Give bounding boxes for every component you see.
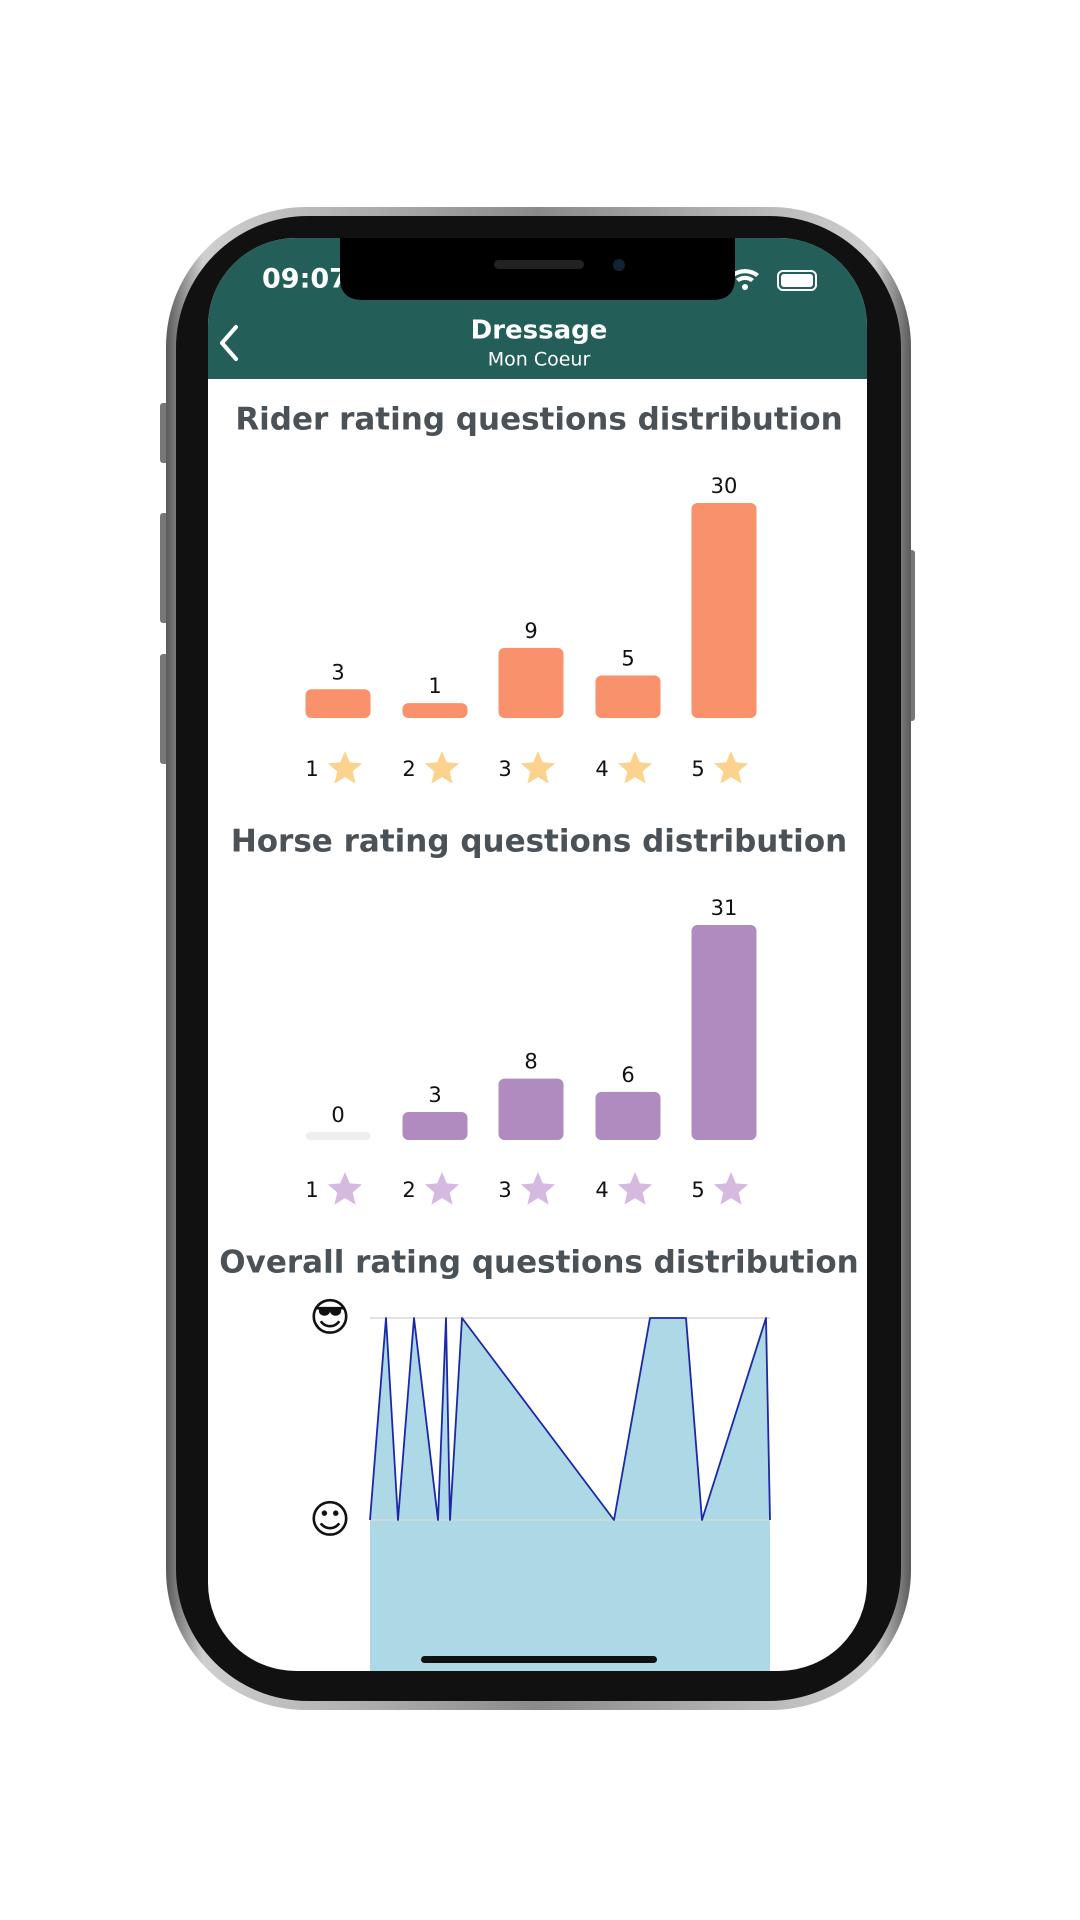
bar — [595, 675, 661, 718]
star-icon — [327, 751, 363, 784]
bar-value-label: 3 — [428, 1083, 441, 1107]
chart-title: Rider rating questions distribution — [235, 402, 842, 438]
bar — [498, 1078, 564, 1140]
bar-value-label: 31 — [711, 896, 738, 920]
bar-value-label: 0 — [331, 1103, 344, 1127]
star-icon — [424, 751, 460, 784]
back-button[interactable] — [220, 325, 238, 361]
category-label: 5 — [691, 757, 704, 781]
category-label: 2 — [402, 757, 415, 781]
y-tick-label: 😎 — [309, 1295, 351, 1341]
speaker — [494, 260, 584, 269]
star-icon — [617, 751, 653, 784]
category-label: 4 — [595, 1178, 608, 1202]
star-icon — [327, 1172, 363, 1205]
camera — [613, 259, 625, 271]
bar-value-label: 1 — [428, 674, 441, 698]
battery-level — [781, 274, 813, 287]
bar — [305, 689, 371, 718]
chart-title: Overall rating questions distribution — [219, 1245, 858, 1281]
area-line — [369, 1317, 771, 1521]
header-subtitle: Mon Coeur — [488, 349, 591, 371]
category-label: 1 — [305, 757, 318, 781]
home-indicator — [421, 1656, 657, 1663]
y-tick-label: ☺ — [309, 1497, 351, 1543]
bar — [595, 1091, 661, 1140]
status-time: 09:07 — [262, 264, 348, 295]
category-label: 3 — [498, 757, 511, 781]
category-label: 1 — [305, 1178, 318, 1202]
bar — [498, 647, 564, 718]
bar-value-label: 30 — [711, 474, 738, 498]
battery-icon — [777, 270, 817, 291]
bar — [402, 1111, 468, 1140]
bar — [305, 1132, 371, 1140]
header-title: Dressage — [471, 316, 608, 346]
bar — [691, 925, 757, 1140]
category-label: 4 — [595, 757, 608, 781]
bar-value-label: 3 — [331, 660, 344, 684]
category-label: 2 — [402, 1178, 415, 1202]
bar-value-label: 9 — [524, 619, 537, 643]
bar — [691, 503, 757, 718]
category-label: 5 — [691, 1178, 704, 1202]
bar-value-label: 6 — [621, 1063, 634, 1087]
wifi-icon — [731, 268, 759, 290]
star-icon — [424, 1172, 460, 1205]
bar — [402, 703, 468, 718]
bar-value-label: 5 — [621, 647, 634, 671]
star-icon — [713, 1172, 749, 1205]
star-icon — [520, 751, 556, 784]
star-icon — [713, 751, 749, 784]
star-icon — [520, 1172, 556, 1205]
bar-value-label: 8 — [524, 1050, 537, 1074]
chart-title: Horse rating questions distribution — [231, 824, 847, 860]
category-label: 3 — [498, 1178, 511, 1202]
screen-content: 09:07 Dressage Mon Coeur Rider rating qu… — [208, 238, 867, 1671]
star-icon — [617, 1172, 653, 1205]
